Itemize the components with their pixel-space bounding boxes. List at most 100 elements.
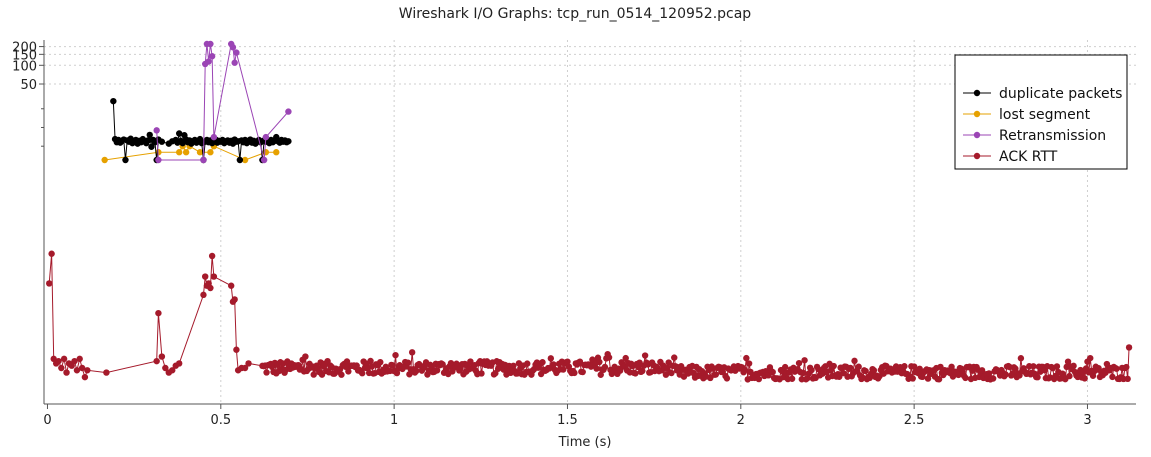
data-point [78,364,86,372]
series-ack-rtt [46,250,1133,383]
data-point [262,133,270,141]
data-point [228,282,235,289]
y-tick-label: 50 [20,78,37,93]
legend-entry: lost segment [999,107,1091,123]
grid [44,40,1136,404]
data-point [205,58,212,65]
data-point [81,373,89,381]
data-point [76,355,83,363]
legend-entry: ACK RTT [999,149,1058,165]
data-point [144,137,152,144]
data-point [622,354,629,362]
data-point [1034,374,1041,381]
legend-swatch-marker [973,89,981,97]
data-point [1017,355,1025,362]
data-point [447,359,455,367]
legend-swatch-marker [973,110,981,118]
data-point [200,291,207,299]
data-point [668,369,675,377]
data-point [605,354,613,361]
data-point [723,375,731,382]
data-point [795,359,803,367]
data-point [1053,363,1061,370]
data-point [359,370,366,377]
data-point [176,360,183,367]
data-point [593,365,600,372]
data-point [639,367,646,375]
data-point [392,351,399,359]
data-point [596,358,603,366]
data-point [1113,365,1120,372]
data-point [158,353,166,360]
data-point [208,53,216,60]
legend: duplicate packets lost segment Retransmiss… [954,54,1128,170]
data-point [236,156,244,164]
data-point [367,357,374,365]
data-point [260,156,268,164]
data-point [781,363,789,371]
data-point [345,368,352,375]
data-point [801,357,808,364]
x-axis-label: Time (s) [558,435,612,450]
data-point [1009,370,1016,377]
data-point [1125,344,1133,351]
x-tick-label: 0 [43,413,51,428]
data-point [338,371,345,378]
data-point [146,131,153,139]
data-point [539,359,546,366]
data-point [847,364,854,372]
data-point [377,358,384,366]
series-lost-segment [101,143,280,164]
data-point [1030,363,1037,370]
data-point [910,363,918,370]
data-point [671,354,678,361]
series-layer [46,40,1133,383]
data-point [408,349,416,356]
data-point [1066,372,1073,380]
data-point [176,149,183,156]
data-point [241,364,249,372]
x-tick-label: 0.5 [210,413,231,428]
data-point [741,366,749,374]
data-point [162,364,169,372]
x-tick-label: 2 [737,413,745,428]
data-point [755,375,763,383]
data-point [231,59,238,66]
data-point [73,367,81,374]
data-point [153,127,160,134]
series-line [48,253,1130,381]
data-point [743,354,750,362]
legend-box [954,54,1128,170]
legend-swatch-marker [973,152,981,160]
data-point [597,371,604,378]
data-point [855,363,862,370]
data-point [169,367,176,374]
y-tick-label: 150 [12,48,37,63]
data-point [1123,363,1130,371]
series-retransmission [153,40,292,164]
data-point [571,369,578,377]
data-point [788,375,796,382]
data-point [182,149,190,156]
data-point [404,359,412,366]
data-point [745,360,753,367]
data-point [836,373,843,380]
data-point [421,363,428,371]
data-point [901,363,908,370]
data-point [302,353,309,360]
data-point [208,252,216,260]
data-point [1087,354,1094,362]
data-point [439,361,446,368]
data-point [263,369,270,376]
series-line [156,42,289,161]
legend-swatch-marker [973,131,981,139]
data-point [233,346,240,353]
data-point [985,370,993,377]
series-duplicate-packets [110,97,292,164]
data-point [101,156,108,164]
data-point [310,371,317,378]
data-point [564,358,571,365]
data-point [46,280,53,287]
data-point [389,362,396,369]
data-point [318,371,326,378]
